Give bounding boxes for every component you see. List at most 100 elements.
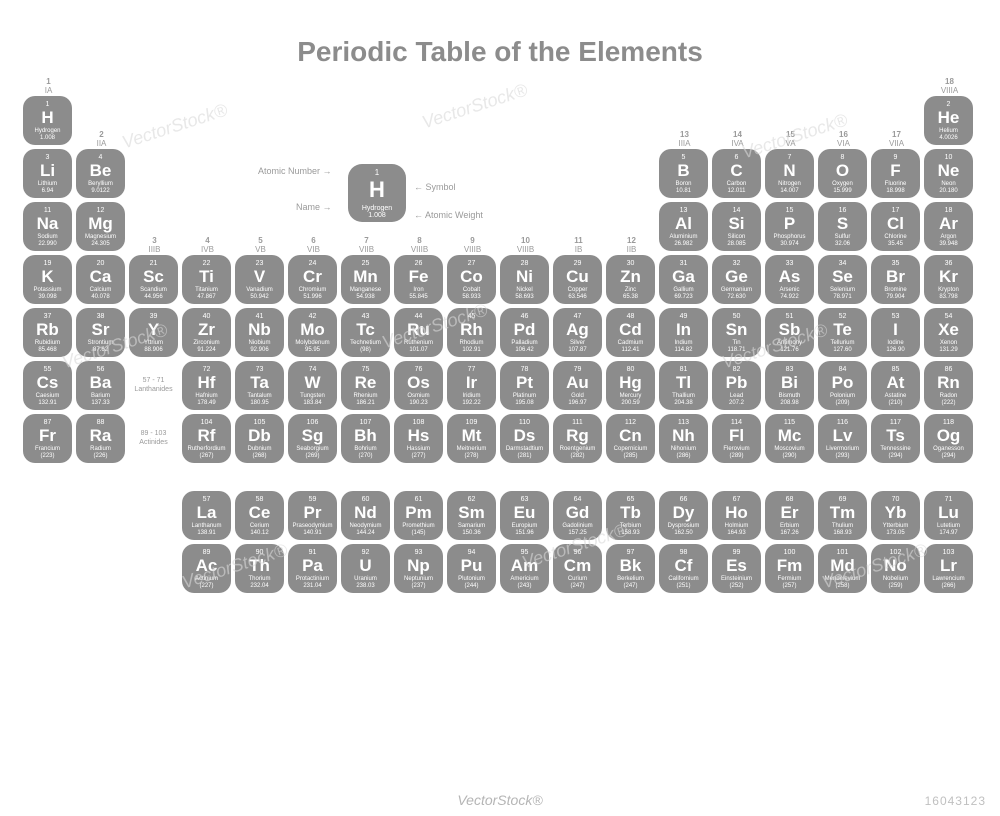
group-header-10: 10VIIIB xyxy=(500,237,551,255)
element-Bi: 83BiBismuth208.98 xyxy=(765,361,814,410)
element-Er: 68ErErbium167.26 xyxy=(765,491,814,540)
element-As: 33AsArsenic74.922 xyxy=(765,255,814,304)
element-Si: 14SiSilicon28.085 xyxy=(712,202,761,251)
legend-label-atomic-number: Atomic Number → xyxy=(258,166,332,176)
group-header-3: 3IIIB xyxy=(129,237,180,255)
element-Pa: 91PaProtactinium231.04 xyxy=(288,544,337,593)
element-Db: 105DbDubnium(268) xyxy=(235,414,284,463)
element-Br: 35BrBromine79.904 xyxy=(871,255,920,304)
element-Np: 93NpNeptunium(237) xyxy=(394,544,443,593)
element-Sm: 62SmSamarium150.36 xyxy=(447,491,496,540)
element-Sn: 50SnTin118.71 xyxy=(712,308,761,357)
element-Te: 52TeTellurium127.60 xyxy=(818,308,867,357)
element-Rg: 111RgRoentgenium(282) xyxy=(553,414,602,463)
element-Ac: 89AcActinium(227) xyxy=(182,544,231,593)
element-H: 1HHydrogen1.008 xyxy=(23,96,72,145)
group-header-15: 15VA xyxy=(765,131,816,149)
element-Eu: 63EuEuropium151.96 xyxy=(500,491,549,540)
element-Lu: 71LuLutetium174.97 xyxy=(924,491,973,540)
element-Re: 75ReRhenium186.21 xyxy=(341,361,390,410)
element-Cd: 48CdCadmium112.41 xyxy=(606,308,655,357)
element-Li: 3LiLithium6.94 xyxy=(23,149,72,198)
element-In: 49InIndium114.82 xyxy=(659,308,708,357)
page-title: Periodic Table of the Elements xyxy=(0,36,1000,68)
element-Y: 39YYttrium88.906 xyxy=(129,308,178,357)
group-header-18: 18VIIIA xyxy=(924,78,975,96)
element-Al: 13AlAluminium26.982 xyxy=(659,202,708,251)
element-Mg: 12MgMagnesium24.305 xyxy=(76,202,125,251)
element-Hg: 80HgMercury200.59 xyxy=(606,361,655,410)
element-Ta: 73TaTantalum180.95 xyxy=(235,361,284,410)
element-Nb: 41NbNiobium92.906 xyxy=(235,308,284,357)
element-La: 57LaLanthanum138.91 xyxy=(182,491,231,540)
legend-label-atomic-weight: ← Atomic Weight xyxy=(414,210,483,220)
element-Ar: 18ArArgon39.948 xyxy=(924,202,973,251)
element-Rn: 86RnRadon(222) xyxy=(924,361,973,410)
placeholder-actinides: 89 - 103Actinides xyxy=(129,414,178,463)
footer-brand: VectorStock® xyxy=(457,792,542,808)
element-No: 102NoNobelium(259) xyxy=(871,544,920,593)
periodic-table: 1IA2IIA3IIIB4IVB5VB6VIB7VIIB8VIIIB9VIIIB… xyxy=(20,78,980,638)
element-Cn: 112CnCopernicium(285) xyxy=(606,414,655,463)
element-Pu: 94PuPlutonium(244) xyxy=(447,544,496,593)
element-Rh: 45RhRhodium102.91 xyxy=(447,308,496,357)
element-Be: 4BeBeryllium9.0122 xyxy=(76,149,125,198)
element-Tm: 69TmThulium168.93 xyxy=(818,491,867,540)
group-header-2: 2IIA xyxy=(76,131,127,149)
footer-sku: 16043123 xyxy=(925,794,986,808)
element-Pb: 82PbLead207.2 xyxy=(712,361,761,410)
element-Pr: 59PrPraseodymium140.91 xyxy=(288,491,337,540)
element-Md: 101MdMendelevium(258) xyxy=(818,544,867,593)
element-Bk: 97BkBerkelium(247) xyxy=(606,544,655,593)
element-Sg: 106SgSeaborgium(269) xyxy=(288,414,337,463)
element-Ts: 117TsTennessine(294) xyxy=(871,414,920,463)
element-K: 19KPotassium39.098 xyxy=(23,255,72,304)
element-Mn: 25MnManganese54.938 xyxy=(341,255,390,304)
element-Og: 118OgOganesson(294) xyxy=(924,414,973,463)
group-header-9: 9VIIIB xyxy=(447,237,498,255)
element-Bh: 107BhBohrium(270) xyxy=(341,414,390,463)
element-Co: 27CoCobalt58.933 xyxy=(447,255,496,304)
placeholder-lanthanides: 57 - 71Lanthanides xyxy=(129,361,178,410)
element-Cu: 29CuCopper63.546 xyxy=(553,255,602,304)
element-Nh: 113NhNihonium(286) xyxy=(659,414,708,463)
element-C: 6CCarbon12.011 xyxy=(712,149,761,198)
element-Ga: 31GaGallium69.723 xyxy=(659,255,708,304)
element-Cl: 17ClChlorine35.45 xyxy=(871,202,920,251)
element-Xe: 54XeXenon131.29 xyxy=(924,308,973,357)
element-Ce: 58CeCerium140.12 xyxy=(235,491,284,540)
group-header-1: 1IA xyxy=(23,78,74,96)
element-U: 92UUranium238.03 xyxy=(341,544,390,593)
element-Ne: 10NeNeon20.180 xyxy=(924,149,973,198)
legend-label-symbol: ← Symbol xyxy=(414,182,456,192)
legend-label-name: Name → xyxy=(296,202,332,212)
element-Tl: 81TlThallium204.38 xyxy=(659,361,708,410)
element-Es: 99EsEinsteinium(252) xyxy=(712,544,761,593)
element-Am: 95AmAmericium(243) xyxy=(500,544,549,593)
element-Os: 76OsOsmium190.23 xyxy=(394,361,443,410)
element-Ba: 56BaBarium137.33 xyxy=(76,361,125,410)
element-Mc: 115McMoscovium(290) xyxy=(765,414,814,463)
group-header-17: 17VIIA xyxy=(871,131,922,149)
element-Rb: 37RbRubidium85.468 xyxy=(23,308,72,357)
element-Pm: 61PmPromethium(145) xyxy=(394,491,443,540)
element-He: 2HeHelium4.0026 xyxy=(924,96,973,145)
element-Th: 90ThThorium232.04 xyxy=(235,544,284,593)
element-Ir: 77IrIridium192.22 xyxy=(447,361,496,410)
legend-example-cell: 1HHydrogen1.008 xyxy=(348,164,406,222)
element-Na: 11NaSodium22.990 xyxy=(23,202,72,251)
group-header-14: 14IVA xyxy=(712,131,763,149)
element-Fe: 26FeIron55.845 xyxy=(394,255,443,304)
element-Cr: 24CrChromium51.996 xyxy=(288,255,337,304)
element-V: 23VVanadium50.942 xyxy=(235,255,284,304)
element-N: 7NNitrogen14.007 xyxy=(765,149,814,198)
group-header-8: 8VIIIB xyxy=(394,237,445,255)
element-Yb: 70YbYtterbium173.05 xyxy=(871,491,920,540)
element-Ag: 47AgSilver107.87 xyxy=(553,308,602,357)
element-Tc: 43TcTechnetium(98) xyxy=(341,308,390,357)
group-header-12: 12IIB xyxy=(606,237,657,255)
element-Ru: 44RuRuthenium101.07 xyxy=(394,308,443,357)
element-Ti: 22TiTitanium47.867 xyxy=(182,255,231,304)
element-Fr: 87FrFrancium(223) xyxy=(23,414,72,463)
group-header-7: 7VIIB xyxy=(341,237,392,255)
